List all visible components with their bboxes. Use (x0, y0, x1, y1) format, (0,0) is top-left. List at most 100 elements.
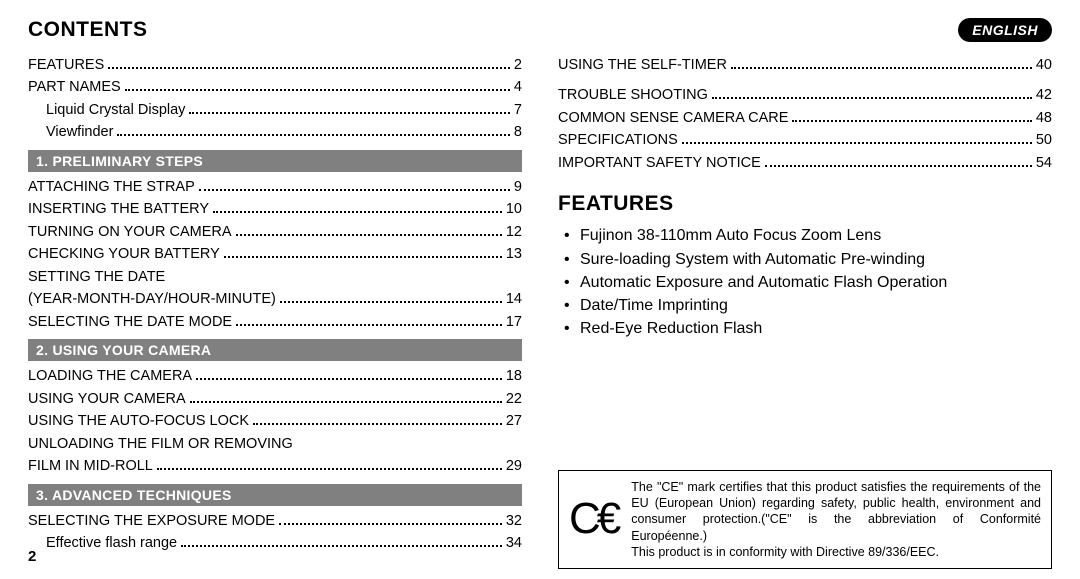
toc-label: IMPORTANT SAFETY NOTICE (558, 152, 761, 174)
leader-dots (117, 134, 509, 136)
toc-label: (YEAR-MONTH-DAY/HOUR-MINUTE) (28, 288, 276, 310)
feature-item: Sure-loading System with Automatic Pre-w… (562, 248, 1052, 271)
toc-row: USING YOUR CAMERA 22 (28, 388, 522, 410)
toc-page: 34 (506, 532, 522, 554)
leader-dots (682, 142, 1032, 144)
toc-row: SPECIFICATIONS 50 (558, 129, 1052, 151)
feature-item: Fujinon 38-110mm Auto Focus Zoom Lens (562, 224, 1052, 247)
leader-dots (236, 324, 502, 326)
toc-page: 9 (514, 176, 522, 198)
leader-dots (279, 523, 502, 525)
leader-dots (157, 468, 502, 470)
section-header-advanced: 3. ADVANCED TECHNIQUES (28, 484, 522, 506)
toc-page: 40 (1036, 54, 1052, 76)
ce-paragraph-1: The "CE" mark certifies that this produc… (631, 480, 1041, 543)
toc-row: TURNING ON YOUR CAMERA 12 (28, 221, 522, 243)
toc-row: Liquid Crystal Display 7 (28, 99, 522, 121)
toc-row: IMPORTANT SAFETY NOTICE 54 (558, 152, 1052, 174)
features-list: Fujinon 38-110mm Auto Focus Zoom Lens Su… (558, 224, 1052, 340)
toc-row: FEATURES 2 (28, 54, 522, 76)
toc-row: SELECTING THE EXPOSURE MODE 32 (28, 510, 522, 532)
toc-label: PART NAMES (28, 76, 121, 98)
ce-mark-icon: C€ (569, 497, 617, 541)
toc-label: SELECTING THE DATE MODE (28, 311, 232, 333)
toc-label: USING YOUR CAMERA (28, 388, 186, 410)
toc-page: 42 (1036, 84, 1052, 106)
leader-dots (253, 423, 502, 425)
toc-page: 2 (514, 54, 522, 76)
toc-label: SPECIFICATIONS (558, 129, 678, 151)
toc-row: TROUBLE SHOOTING 42 (558, 84, 1052, 106)
toc-row: SELECTING THE DATE MODE 17 (28, 311, 522, 333)
toc-label: CHECKING YOUR BATTERY (28, 243, 220, 265)
leader-dots (224, 256, 502, 258)
toc-row: USING THE SELF-TIMER 40 (558, 54, 1052, 76)
leader-dots (236, 234, 502, 236)
toc-page: 48 (1036, 107, 1052, 129)
leader-dots (712, 97, 1032, 99)
leader-dots (125, 89, 510, 91)
leader-dots (213, 211, 502, 213)
toc-label: Liquid Crystal Display (46, 99, 185, 121)
leader-dots (196, 378, 502, 380)
toc-page: 27 (506, 410, 522, 432)
toc-row: (YEAR-MONTH-DAY/HOUR-MINUTE) 14 (28, 288, 522, 310)
toc-label: INSERTING THE BATTERY (28, 198, 209, 220)
leader-dots (199, 189, 510, 191)
features-heading: FEATURES (558, 192, 1052, 216)
toc-row: Viewfinder 8 (28, 121, 522, 143)
leader-dots (731, 67, 1032, 69)
toc-label: Viewfinder (46, 121, 113, 143)
ce-compliance-box: C€ The "CE" mark certifies that this pro… (558, 470, 1052, 569)
toc-row: COMMON SENSE CAMERA CARE 48 (558, 107, 1052, 129)
leader-dots (765, 165, 1032, 167)
right-column: ENGLISH USING THE SELF-TIMER 40 TROUBLE … (558, 18, 1052, 569)
toc-row: FILM IN MID-ROLL 29 (28, 455, 522, 477)
toc-label: TROUBLE SHOOTING (558, 84, 708, 106)
toc-page: 22 (506, 388, 522, 410)
toc-label: SELECTING THE EXPOSURE MODE (28, 510, 275, 532)
toc-page: 14 (506, 288, 522, 310)
spacer (558, 76, 1052, 84)
toc-label: FILM IN MID-ROLL (28, 455, 153, 477)
page-number: 2 (28, 548, 36, 565)
toc-page: 17 (506, 311, 522, 333)
ce-text: The "CE" mark certifies that this produc… (631, 479, 1041, 560)
ce-paragraph-2: This product is in conformity with Direc… (631, 545, 939, 559)
left-column: CONTENTS FEATURES 2 PART NAMES 4 Liquid … (28, 18, 522, 569)
toc-row: CHECKING YOUR BATTERY 13 (28, 243, 522, 265)
toc-page: 29 (506, 455, 522, 477)
toc-label: SETTING THE DATE (28, 266, 522, 288)
toc-page: 8 (514, 121, 522, 143)
leader-dots (189, 112, 510, 114)
toc-page: 12 (506, 221, 522, 243)
toc-page: 4 (514, 76, 522, 98)
toc-label: USING THE SELF-TIMER (558, 54, 727, 76)
toc-label: FEATURES (28, 54, 104, 76)
feature-item: Date/Time Imprinting (562, 294, 1052, 317)
toc-label: TURNING ON YOUR CAMERA (28, 221, 232, 243)
toc-page: 54 (1036, 152, 1052, 174)
toc-row: LOADING THE CAMERA 18 (28, 365, 522, 387)
toc-page: 50 (1036, 129, 1052, 151)
leader-dots (108, 67, 510, 69)
feature-item: Red-Eye Reduction Flash (562, 317, 1052, 340)
toc-row: PART NAMES 4 (28, 76, 522, 98)
leader-dots (190, 401, 502, 403)
language-badge: ENGLISH (958, 18, 1052, 42)
toc-label: Effective flash range (46, 532, 177, 554)
toc-label: LOADING THE CAMERA (28, 365, 192, 387)
section-header-using: 2. USING YOUR CAMERA (28, 339, 522, 361)
section-header-preliminary: 1. PRELIMINARY STEPS (28, 150, 522, 172)
toc-page: 13 (506, 243, 522, 265)
feature-item: Automatic Exposure and Automatic Flash O… (562, 271, 1052, 294)
toc-row: INSERTING THE BATTERY 10 (28, 198, 522, 220)
leader-dots (181, 545, 502, 547)
leader-dots (280, 301, 502, 303)
toc-row: ATTACHING THE STRAP 9 (28, 176, 522, 198)
leader-dots (792, 120, 1031, 122)
toc-label: UNLOADING THE FILM OR REMOVING (28, 433, 522, 455)
toc-page: 7 (514, 99, 522, 121)
toc-page: 18 (506, 365, 522, 387)
toc-row: USING THE AUTO-FOCUS LOCK 27 (28, 410, 522, 432)
